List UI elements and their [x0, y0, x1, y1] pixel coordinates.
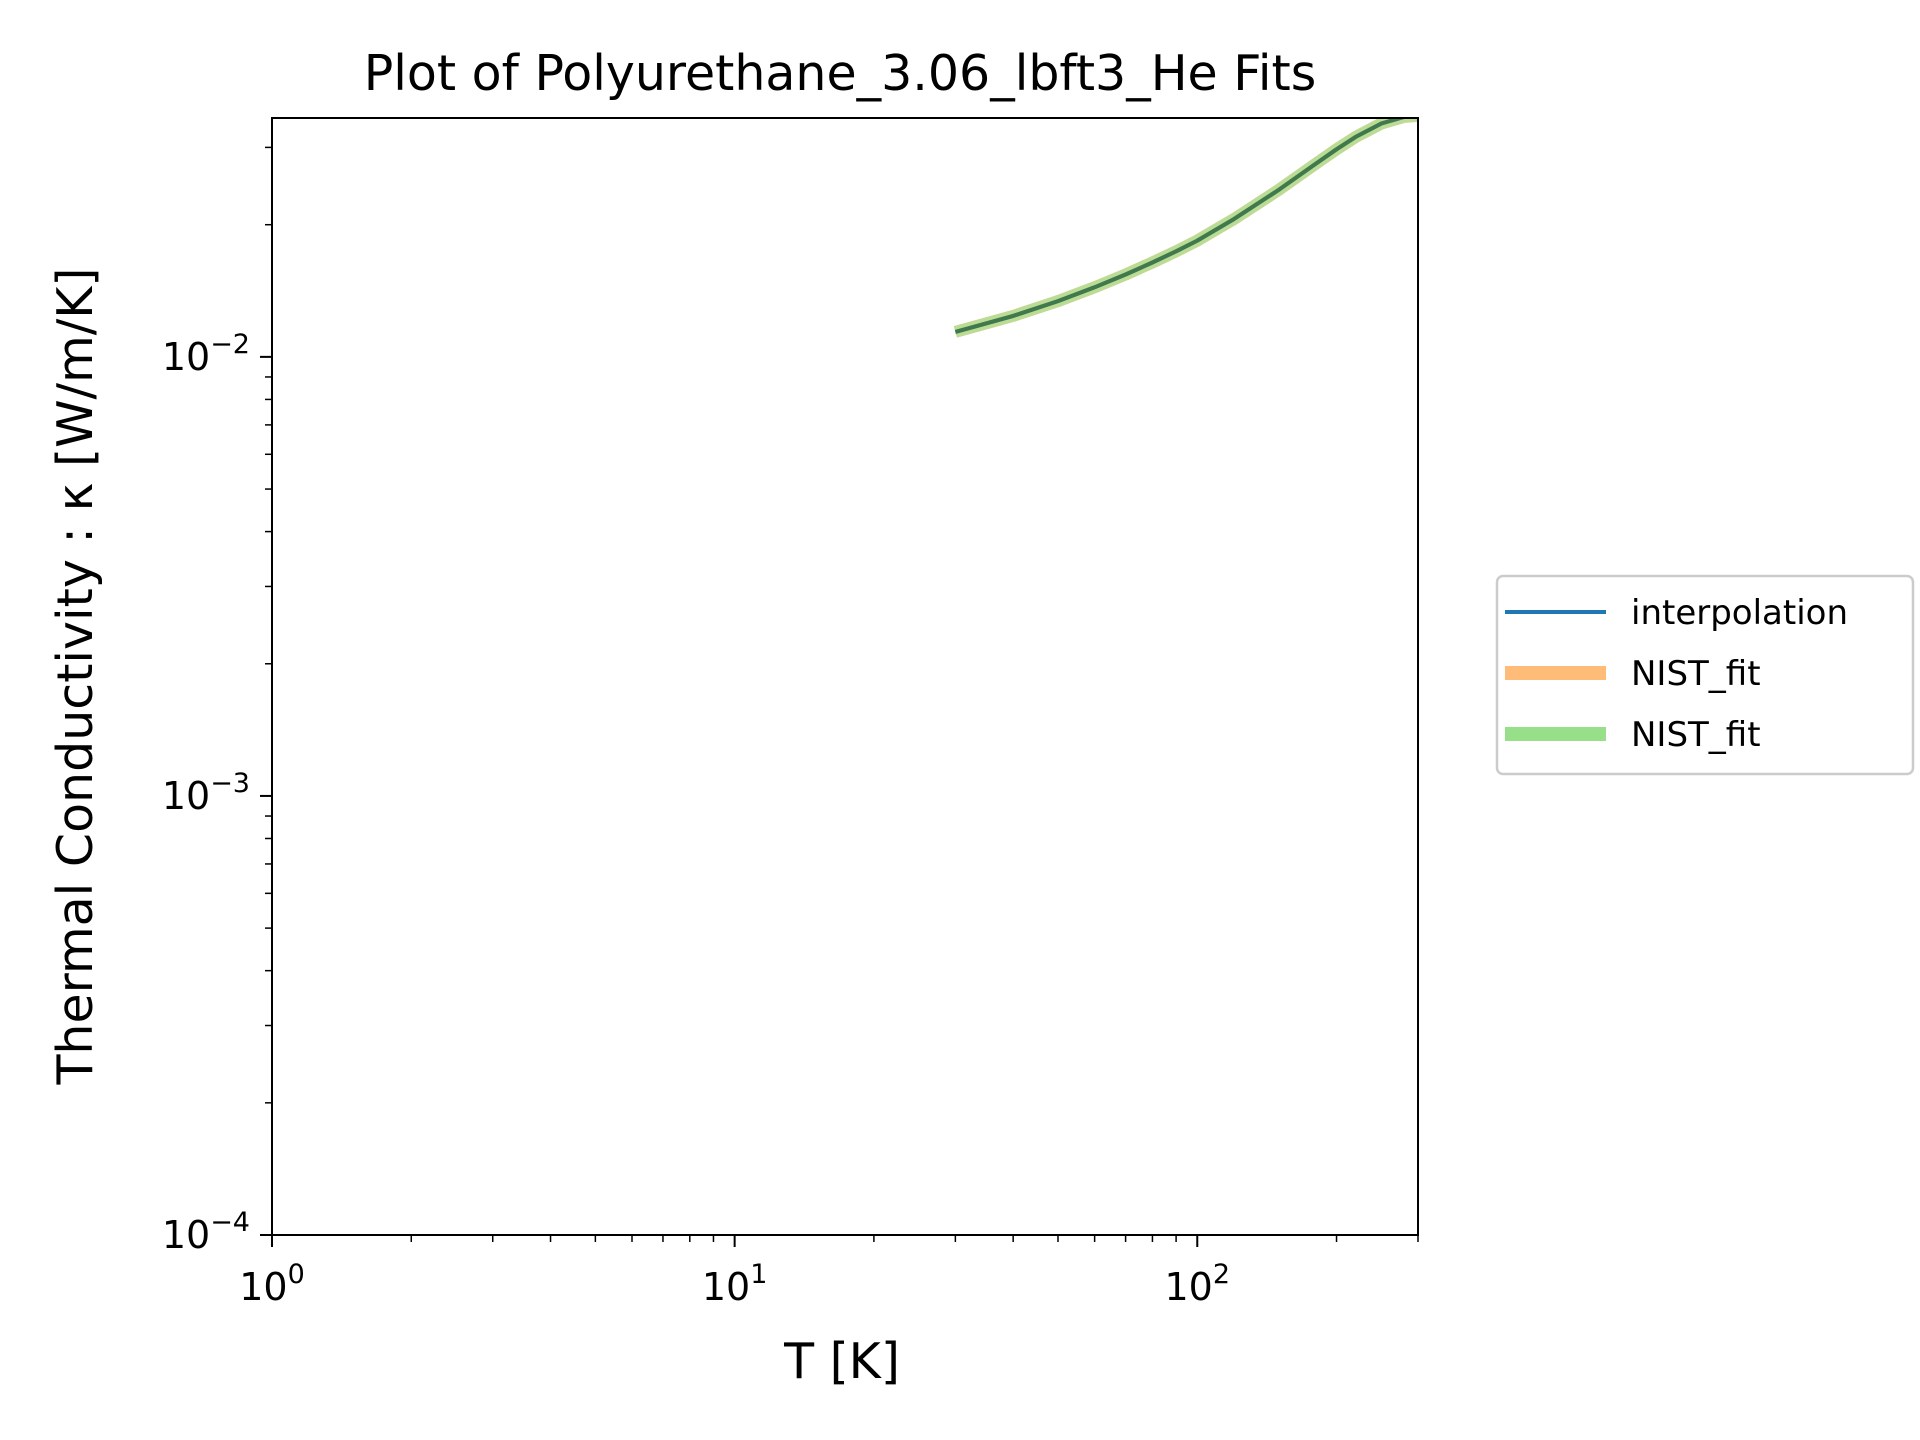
- series-group: [953, 118, 1418, 338]
- x-tick-label: 100: [239, 1259, 305, 1309]
- x-tick-label: 102: [1164, 1259, 1230, 1309]
- legend-label-2: NIST_fit: [1631, 715, 1761, 755]
- y-tick-label: 10−4: [162, 1207, 250, 1257]
- chart-title: Plot of Polyurethane_3.06_lbft3_He Fits: [364, 45, 1317, 102]
- x-axis-label: T [K]: [783, 1333, 900, 1390]
- y-tick-label: 10−2: [162, 329, 250, 379]
- y-axis-label: Thermal Conductivity : κ [W/m/K]: [47, 267, 104, 1085]
- series-line-overlay: [954, 118, 1416, 334]
- y-tick-label: 10−3: [162, 768, 250, 818]
- legend: interpolation NIST_fit NIST_fit: [1495, 574, 1915, 776]
- series-line-2: [953, 118, 1418, 338]
- x-tick-label: 101: [702, 1259, 768, 1309]
- legend-label-0: interpolation: [1631, 593, 1848, 633]
- legend-box: [1495, 574, 1915, 776]
- plot-frame: [271, 117, 1419, 1236]
- legend-label-1: NIST_fit: [1631, 654, 1761, 694]
- plot-area: 100 101 102 10−4 10−3 10−2: [162, 117, 1419, 1309]
